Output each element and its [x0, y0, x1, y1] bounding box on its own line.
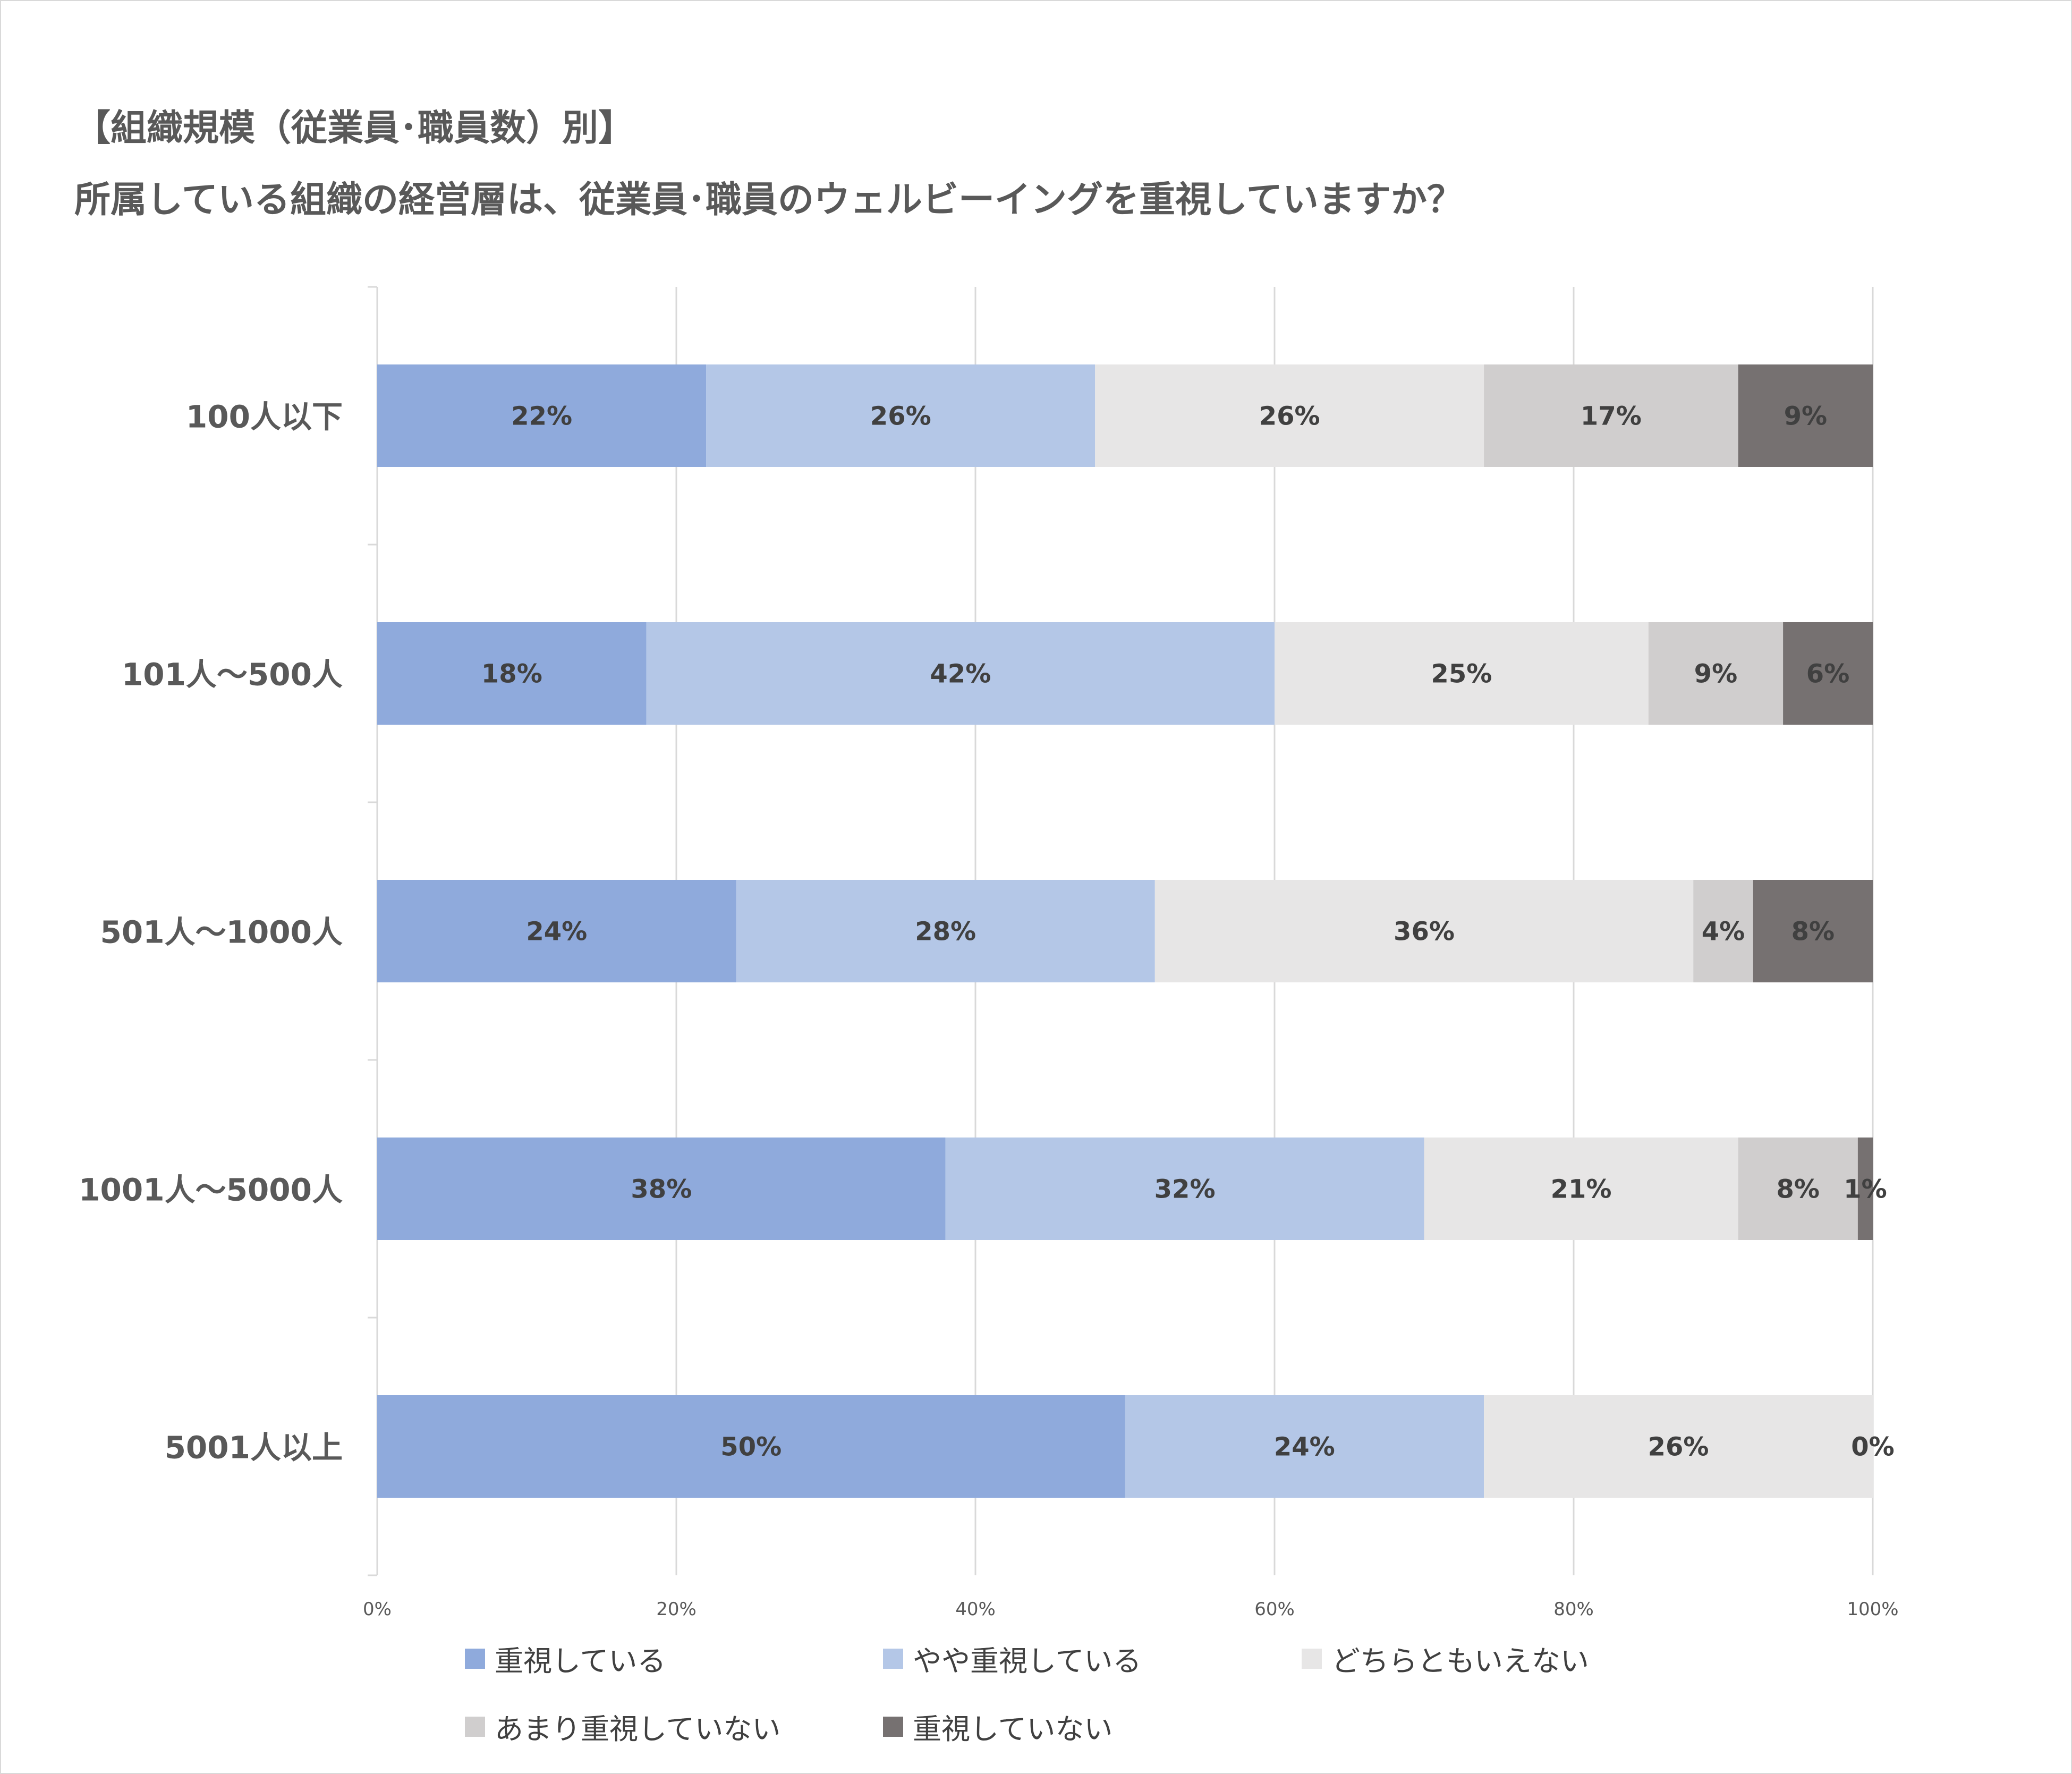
data-label: 32%: [1154, 1175, 1216, 1204]
bar-segment: [706, 364, 1096, 467]
data-label: 21%: [1551, 1175, 1612, 1204]
data-label: 6%: [1806, 659, 1850, 689]
bar-segment: [1424, 1138, 1738, 1240]
data-label: 50%: [720, 1432, 782, 1462]
x-tick-label: 80%: [1553, 1599, 1594, 1620]
bar-segment: [377, 622, 647, 725]
bar-segment: [1095, 364, 1484, 467]
data-label: 4%: [1702, 917, 1745, 947]
category-label: 100人以下: [186, 399, 343, 435]
bar-segment: [945, 1138, 1424, 1240]
bar-segment: [1154, 880, 1694, 982]
bar-segment: [377, 1138, 946, 1240]
category-label: 501人～1000人: [100, 914, 343, 950]
bar-segment: [1275, 622, 1649, 725]
category-label: 101人～500人: [122, 657, 343, 693]
data-label: 1%: [1844, 1175, 1887, 1204]
data-label: 24%: [526, 917, 587, 947]
bar-segment: [377, 880, 736, 982]
bar-segment: [377, 364, 707, 467]
data-label: 9%: [1784, 402, 1828, 431]
data-label: 17%: [1581, 402, 1642, 431]
bar-segment: [1753, 880, 1873, 982]
x-tick-label: 100%: [1847, 1599, 1898, 1620]
data-label: 9%: [1694, 659, 1738, 689]
data-label: 36%: [1394, 917, 1455, 947]
data-label: 8%: [1777, 1175, 1820, 1204]
chart-title-line-2: 所属している組織の経営層は、従業員･職員のウェルビーイングを重視していますか？: [74, 179, 1463, 221]
data-label: 0%: [1851, 1432, 1895, 1462]
data-label: 28%: [915, 917, 976, 947]
x-tick-label: 20%: [656, 1599, 697, 1620]
data-label: 26%: [1648, 1432, 1709, 1462]
bar-segment: [1738, 364, 1873, 467]
x-tick-label: 40%: [955, 1599, 996, 1620]
data-label: 24%: [1274, 1432, 1335, 1462]
data-label: 26%: [1259, 402, 1320, 431]
bar-segment: [1857, 1138, 1873, 1240]
bar-segment: [1738, 1138, 1858, 1240]
data-label: 18%: [481, 659, 542, 689]
bar-segment: [646, 622, 1275, 725]
data-label: 8%: [1791, 917, 1835, 947]
bar-segment: [1648, 622, 1784, 725]
data-label: 42%: [930, 659, 991, 689]
x-tick-label: 60%: [1254, 1599, 1295, 1620]
bar-segment: [1783, 622, 1873, 725]
data-label: 22%: [511, 402, 572, 431]
category-label: 5001人以上: [165, 1430, 343, 1466]
chart-title-line-1: 【組織規模（従業員･職員数）別】: [74, 107, 635, 149]
x-tick-label: 0%: [363, 1599, 392, 1620]
bar-segment: [736, 880, 1155, 982]
data-label: 26%: [870, 402, 931, 431]
data-label: 38%: [631, 1175, 692, 1204]
bar-segment: [1484, 364, 1738, 467]
bar-segment: [1693, 880, 1753, 982]
category-label: 1001人～5000人: [79, 1172, 343, 1208]
bar-segment: [1484, 1395, 1873, 1498]
bar-segment: [377, 1395, 1125, 1498]
data-label: 25%: [1431, 659, 1492, 689]
bar-segment: [1125, 1395, 1484, 1498]
